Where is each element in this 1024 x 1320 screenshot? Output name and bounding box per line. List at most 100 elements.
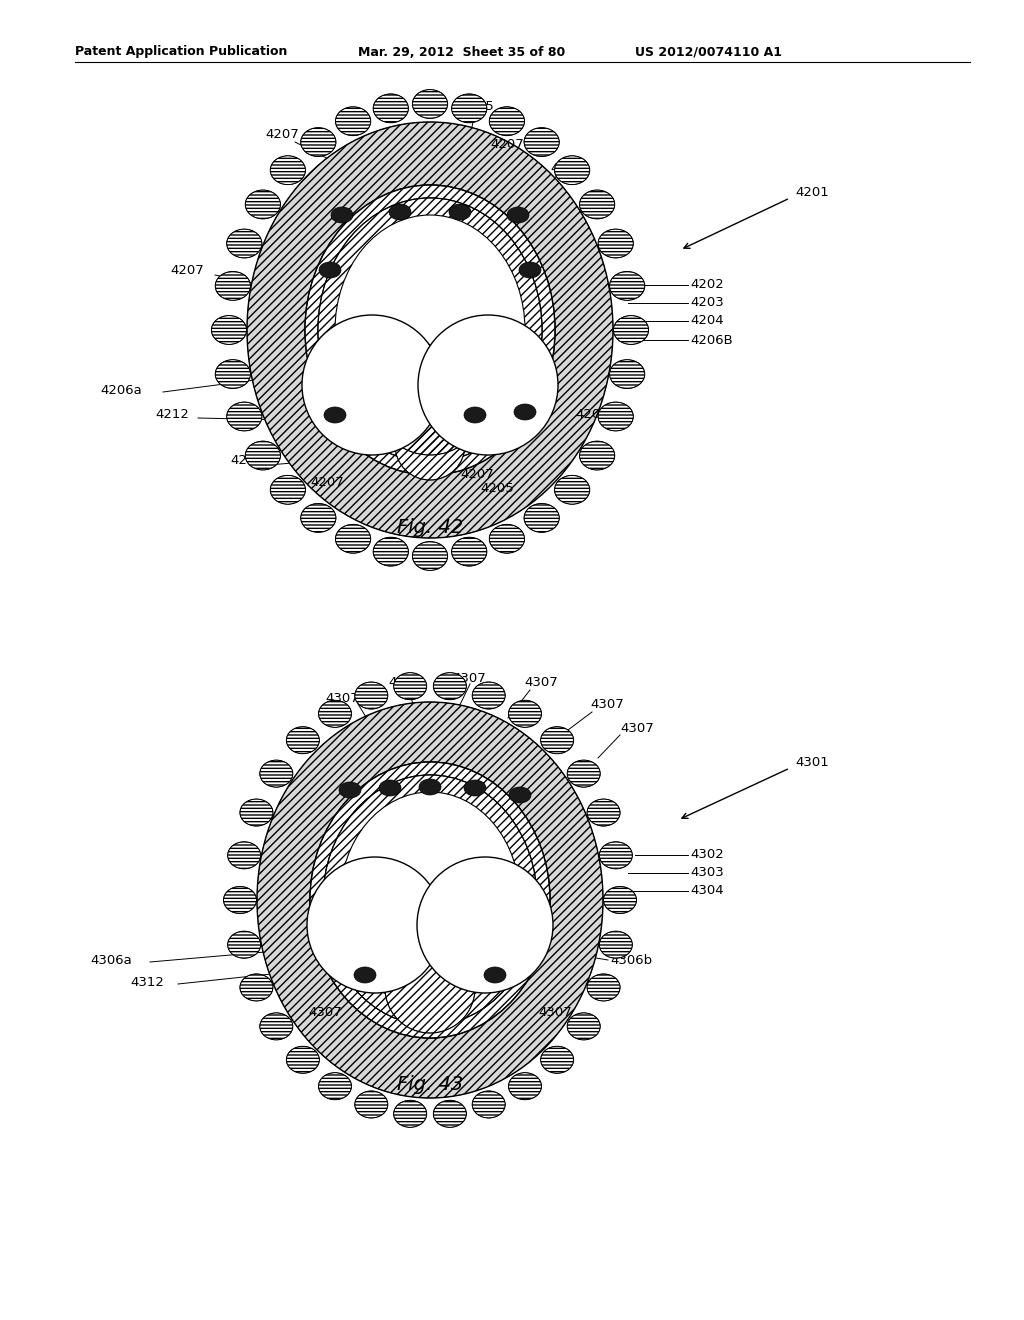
Ellipse shape [323,775,537,1026]
Ellipse shape [301,128,336,157]
Ellipse shape [489,107,524,136]
Ellipse shape [452,94,486,123]
Ellipse shape [354,1090,388,1118]
Ellipse shape [393,673,427,700]
Ellipse shape [413,90,447,119]
Ellipse shape [389,205,411,220]
Text: 4207: 4207 [170,264,204,276]
Ellipse shape [599,931,633,958]
Text: 4203: 4203 [690,297,724,309]
Circle shape [395,411,465,480]
Text: 4207: 4207 [265,128,299,141]
Ellipse shape [433,673,466,700]
Ellipse shape [541,727,573,754]
Text: 4306a: 4306a [90,953,132,966]
Ellipse shape [310,762,550,1038]
Ellipse shape [211,315,247,345]
Text: 4206B: 4206B [690,334,733,346]
Text: 4206a: 4206a [100,384,141,396]
Ellipse shape [567,760,600,787]
Ellipse shape [319,261,341,279]
Ellipse shape [240,974,273,1001]
Ellipse shape [433,1101,466,1127]
Ellipse shape [257,702,603,1098]
Ellipse shape [336,107,371,136]
Text: 4307: 4307 [590,698,624,711]
Ellipse shape [215,272,251,301]
Text: 4307: 4307 [452,672,485,685]
Ellipse shape [507,207,529,223]
Text: 4307: 4307 [620,722,653,734]
Ellipse shape [452,537,486,566]
Text: 4207: 4207 [230,454,264,466]
Ellipse shape [336,524,371,553]
Ellipse shape [587,974,621,1001]
Ellipse shape [603,887,637,913]
Ellipse shape [226,403,262,430]
Text: 4207: 4207 [550,161,584,174]
Text: 4205: 4205 [480,482,514,495]
Text: 4312: 4312 [130,975,164,989]
Ellipse shape [354,682,388,709]
Ellipse shape [609,359,645,388]
Ellipse shape [599,842,633,869]
Ellipse shape [524,503,559,532]
Ellipse shape [464,407,486,422]
Ellipse shape [324,407,346,422]
Ellipse shape [247,121,613,539]
Ellipse shape [323,775,537,1026]
Text: 4301: 4301 [795,756,828,770]
Ellipse shape [373,537,409,566]
Ellipse shape [419,779,441,795]
Ellipse shape [464,780,486,796]
Ellipse shape [580,190,614,219]
Ellipse shape [340,792,520,1008]
Ellipse shape [555,156,590,185]
Ellipse shape [305,185,555,475]
Ellipse shape [318,198,542,462]
Text: 4207: 4207 [575,408,608,421]
Ellipse shape [472,682,505,709]
Text: 4307: 4307 [388,676,422,689]
Ellipse shape [287,727,319,754]
Ellipse shape [509,701,542,727]
Circle shape [302,315,442,455]
Text: 4302: 4302 [690,849,724,862]
Circle shape [418,315,558,455]
Ellipse shape [318,1073,351,1100]
Circle shape [375,345,485,455]
Ellipse shape [524,128,559,157]
Ellipse shape [305,185,555,475]
Text: Mar. 29, 2012  Sheet 35 of 80: Mar. 29, 2012 Sheet 35 of 80 [358,45,565,58]
Text: Fig. 43: Fig. 43 [397,1074,463,1094]
Ellipse shape [215,359,251,388]
Text: 4207: 4207 [490,139,523,152]
Text: 4307: 4307 [538,1006,571,1019]
Text: 4307: 4307 [524,676,558,689]
Ellipse shape [310,762,550,1038]
Text: 4204: 4204 [690,314,724,327]
Ellipse shape [227,842,261,869]
Ellipse shape [354,968,376,983]
Ellipse shape [223,887,256,913]
Text: 4303: 4303 [690,866,724,879]
Circle shape [417,857,553,993]
Ellipse shape [555,475,590,504]
Text: 4207: 4207 [460,469,494,482]
Text: 4307: 4307 [308,1006,342,1019]
Ellipse shape [514,404,536,420]
Ellipse shape [227,931,261,958]
Text: 4305: 4305 [428,1008,462,1022]
Text: 4205: 4205 [460,99,494,112]
Ellipse shape [613,315,648,345]
Ellipse shape [379,780,401,796]
Ellipse shape [393,1101,427,1127]
Text: 4201: 4201 [795,186,828,199]
Ellipse shape [580,441,614,470]
Text: 4306b: 4306b [610,953,652,966]
Ellipse shape [331,207,353,223]
Ellipse shape [270,156,305,185]
Text: 4202: 4202 [690,279,724,292]
Text: US 2012/0074110 A1: US 2012/0074110 A1 [635,45,782,58]
Ellipse shape [609,272,645,301]
